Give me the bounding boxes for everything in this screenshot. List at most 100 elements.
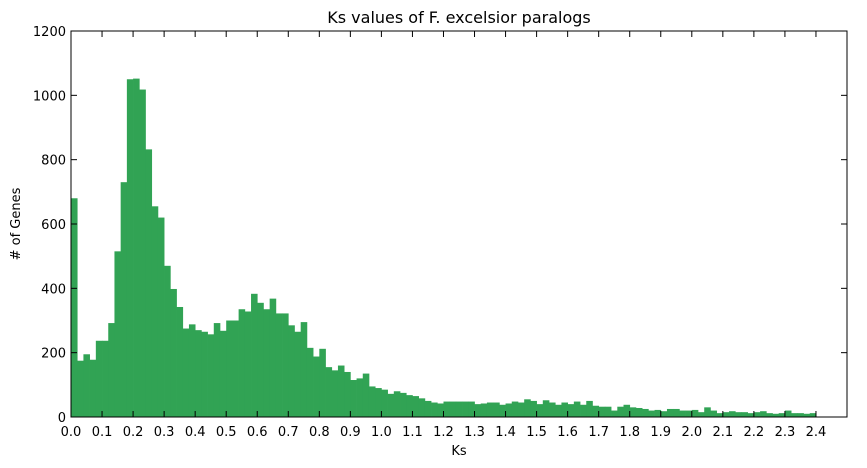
histogram-bar: [809, 413, 817, 417]
histogram-bar: [443, 401, 451, 417]
histogram-bar: [462, 401, 469, 417]
x-tick-label: 0.2: [123, 425, 144, 440]
histogram-bar: [449, 401, 457, 417]
histogram-bar: [784, 410, 792, 417]
histogram-bar: [691, 409, 699, 417]
histogram-bar: [722, 412, 730, 417]
histogram-bar: [120, 182, 128, 417]
histogram-bar: [778, 413, 786, 417]
histogram-bar: [468, 401, 475, 417]
histogram-bar: [592, 405, 600, 417]
histogram-bar: [288, 325, 295, 417]
histogram-bar: [437, 403, 444, 417]
histogram-bar: [368, 386, 376, 417]
histogram-bar: [772, 413, 780, 417]
histogram-bar: [598, 406, 606, 417]
histogram-bar: [716, 413, 724, 417]
histogram-bar: [238, 309, 246, 417]
histogram-bar: [219, 330, 227, 417]
histogram-bar: [797, 413, 804, 417]
histogram-bar: [139, 89, 146, 417]
histogram-bar: [431, 402, 438, 417]
histogram-bar: [660, 411, 668, 417]
y-tick-label: 200: [41, 347, 66, 362]
histogram-bar: [486, 402, 494, 417]
histogram-bar: [381, 389, 388, 417]
histogram-bar: [182, 328, 190, 417]
histogram-bar: [524, 399, 531, 417]
histogram-bar: [257, 302, 264, 417]
histogram-bar: [803, 413, 811, 417]
histogram-bar: [344, 371, 351, 417]
histogram-bar: [325, 367, 333, 417]
histogram-bar: [418, 398, 426, 417]
histogram-bar: [362, 373, 370, 417]
x-tick-label: 2.4: [806, 425, 827, 440]
histogram-bar: [493, 402, 500, 417]
x-tick-label: 1.7: [588, 425, 609, 440]
histogram-bar: [375, 388, 382, 417]
histogram-bar: [679, 410, 686, 417]
x-tick-label: 1.3: [464, 425, 485, 440]
histogram-bar: [350, 380, 357, 417]
y-tick-label: 1000: [33, 89, 66, 104]
histogram-bar: [188, 324, 196, 417]
x-tick-label: 1.9: [650, 425, 671, 440]
histogram-bar: [654, 409, 662, 417]
histogram-bar: [319, 348, 326, 417]
histogram-bar: [561, 402, 568, 417]
histogram-bar: [195, 330, 202, 417]
histogram-bar: [313, 356, 320, 417]
histogram-bar: [151, 206, 159, 417]
x-tick-label: 2.0: [681, 425, 702, 440]
histogram-bar: [704, 407, 711, 417]
x-tick-label: 1.5: [526, 425, 547, 440]
histogram-bar: [201, 331, 208, 417]
histogram-bar: [741, 412, 749, 417]
histogram-bar: [499, 404, 506, 417]
x-tick-label: 2.2: [744, 425, 765, 440]
histogram-bar: [393, 391, 401, 417]
histogram-bar: [760, 411, 767, 417]
y-tick-label: 800: [41, 154, 66, 169]
histogram-bar: [766, 413, 773, 417]
histogram-bar: [306, 347, 314, 417]
histogram-bar: [133, 78, 140, 418]
histogram-bar: [685, 410, 693, 417]
x-tick-label: 0.1: [92, 425, 113, 440]
histogram-bar: [747, 413, 755, 417]
x-tick-label: 2.3: [775, 425, 796, 440]
histogram-bar: [698, 412, 705, 417]
histogram-bar: [666, 408, 674, 417]
histogram-bar: [170, 288, 177, 417]
histogram-bar: [617, 406, 624, 417]
histogram-bar: [611, 410, 618, 417]
x-tick-label: 1.0: [371, 425, 392, 440]
histogram-bar: [511, 401, 519, 417]
histogram-bar: [95, 340, 103, 417]
histogram-bar: [517, 402, 525, 417]
x-tick-label: 2.1: [712, 425, 733, 440]
bars-group: [71, 78, 817, 418]
x-tick-label: 0.9: [340, 425, 361, 440]
histogram-bar: [213, 323, 221, 417]
histogram-bar: [412, 396, 419, 417]
histogram-bar: [176, 306, 184, 417]
x-tick-label: 0.4: [185, 425, 206, 440]
x-tick-label: 0.5: [216, 425, 237, 440]
histogram-bar: [710, 410, 717, 417]
x-tick-label: 0.3: [154, 425, 175, 440]
histogram-bar: [536, 404, 544, 417]
histogram-bar: [108, 323, 115, 417]
x-tick-label: 1.4: [495, 425, 516, 440]
histogram-bar: [251, 293, 258, 417]
histogram-bar: [400, 392, 407, 417]
histogram-bar: [263, 309, 271, 417]
histogram-bar: [549, 402, 556, 417]
histogram-bar: [573, 401, 581, 417]
y-tick-label: 1200: [33, 25, 66, 40]
histogram-bar: [567, 404, 575, 417]
x-tick-label: 0.6: [247, 425, 268, 440]
x-tick-label: 1.6: [557, 425, 578, 440]
